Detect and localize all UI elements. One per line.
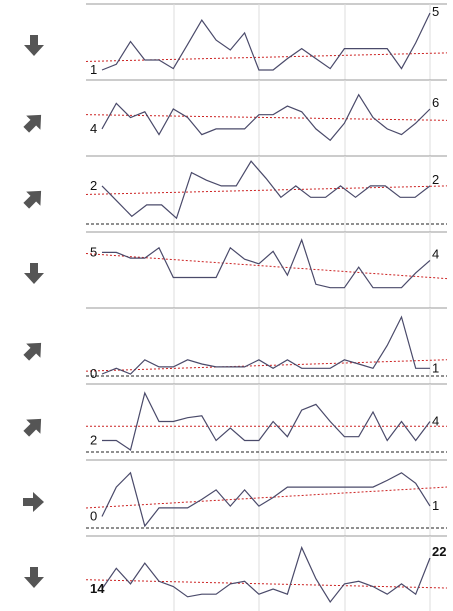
start-value-label: 2 (90, 178, 97, 193)
arrow-up-right-icon (23, 418, 42, 437)
arrow-up-right-icon (23, 190, 42, 209)
arrow-down-icon (24, 35, 44, 56)
trend-line (85, 359, 448, 372)
start-value-label: 1 (90, 62, 97, 77)
series-line (102, 391, 431, 451)
end-value-label: 2 (432, 172, 439, 187)
series-line (102, 238, 431, 289)
start-value-label: 0 (90, 366, 97, 381)
start-value-label: 4 (90, 121, 97, 136)
start-value-label: 0 (90, 509, 97, 524)
arrow-up-right-icon (23, 342, 42, 361)
series-line (101, 160, 431, 220)
end-value-label: 5 (432, 4, 439, 19)
series-line (101, 93, 431, 142)
end-value-label: 6 (432, 95, 439, 110)
end-value-label: 4 (432, 414, 439, 429)
end-value-label: 1 (432, 360, 439, 375)
series-line (101, 12, 431, 71)
start-value-label: 5 (90, 244, 97, 259)
arrow-down-icon (24, 263, 44, 284)
start-value-label: 2 (90, 433, 97, 448)
series-line (101, 471, 431, 528)
trend-line (85, 114, 448, 121)
arrow-up-right-icon (23, 114, 42, 133)
trend-line (85, 579, 448, 589)
end-value-label: 1 (432, 498, 439, 513)
series-line (101, 545, 431, 604)
start-value-label: 14 (90, 581, 105, 596)
series-line (101, 315, 430, 375)
end-value-label: 22 (432, 544, 446, 559)
trend-line (85, 185, 448, 195)
arrow-right-icon (23, 492, 44, 512)
arrow-down-icon (24, 567, 44, 588)
trend-line (85, 486, 448, 509)
end-value-label: 4 (432, 246, 439, 261)
